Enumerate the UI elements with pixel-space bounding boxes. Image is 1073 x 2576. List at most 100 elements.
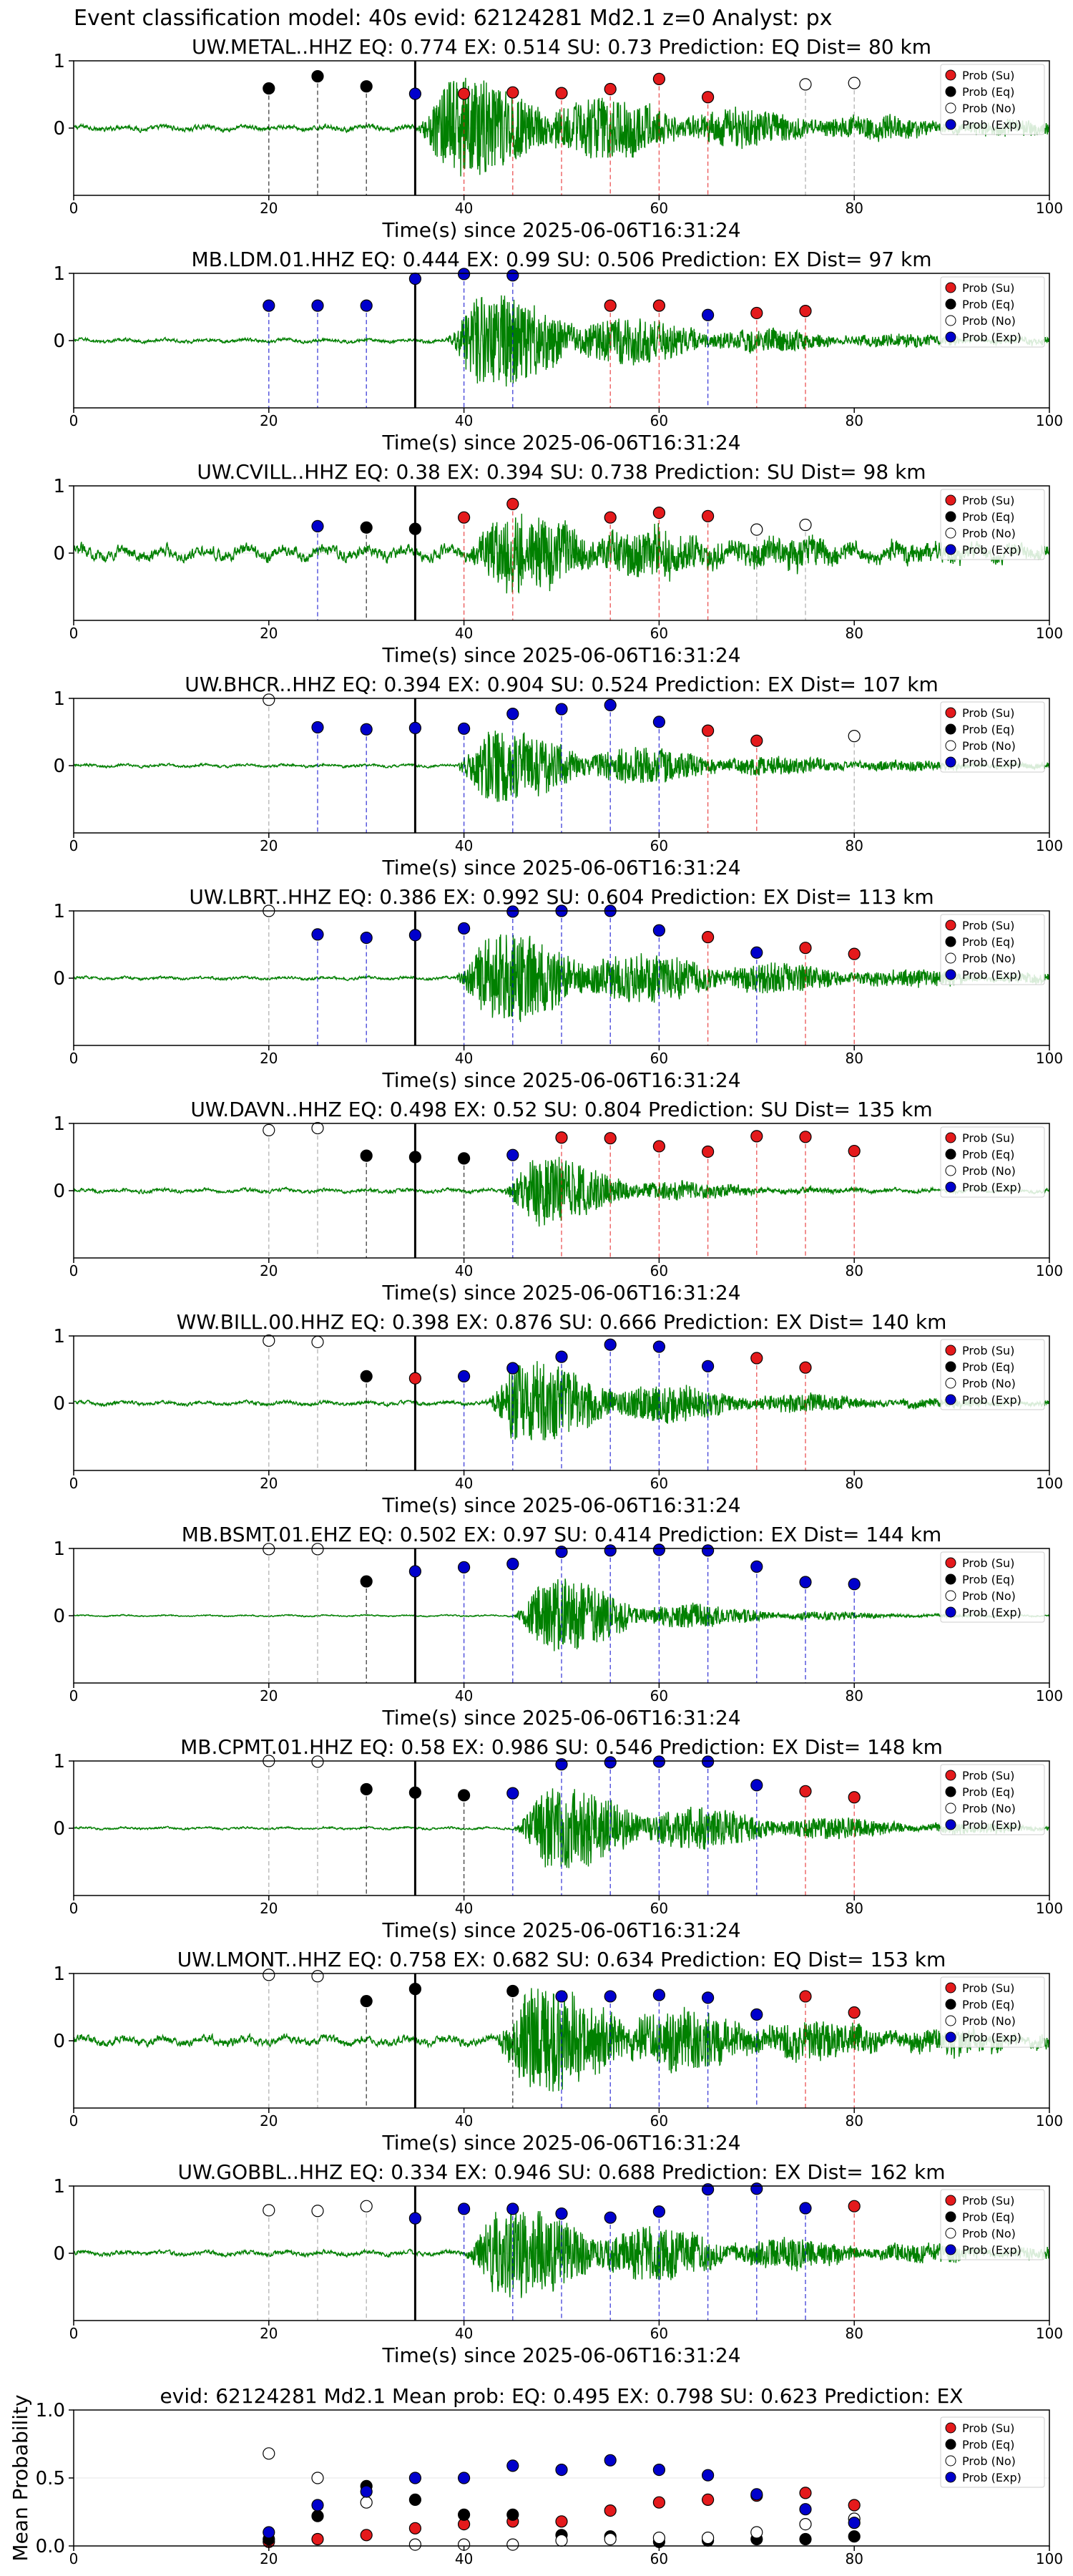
legend-label-exp: Prob (Exp) <box>962 1818 1021 1832</box>
prob-marker-su <box>457 87 471 100</box>
prob-marker-exp <box>701 308 715 321</box>
prob-marker-su <box>652 1140 666 1153</box>
prob-marker-exp <box>506 269 519 282</box>
legend-marker-exp <box>945 331 956 343</box>
legend-marker-no <box>945 2015 956 2026</box>
chart-panel-2: MB.LDM.01.HHZ EQ: 0.444 EX: 0.99 SU: 0.5… <box>53 248 1063 454</box>
y-tick-label: 0 <box>53 1818 65 1840</box>
legend-label-no: Prob (No) <box>962 1802 1016 1815</box>
prob-marker-no <box>263 2204 275 2217</box>
legend-marker-exp <box>945 2031 956 2043</box>
prob-marker-exp <box>506 905 519 918</box>
x-axis-label: Time(s) since 2025-06-06T16:31:24 <box>381 1281 740 1304</box>
y-tick-label: 0 <box>53 118 65 140</box>
legend-marker-no <box>945 527 956 539</box>
x-axis-label: Time(s) since 2025-06-06T16:31:24 <box>381 1706 740 1729</box>
legend-label-exp: Prob (Exp) <box>962 331 1021 344</box>
legend-label-su: Prob (Su) <box>962 1344 1014 1357</box>
prob-marker-exp <box>555 1350 568 1363</box>
prob-marker-exp <box>408 87 422 100</box>
prob-marker-exp <box>652 1543 666 1556</box>
prob-marker-exp <box>652 924 666 937</box>
legend-marker-no <box>945 102 956 114</box>
legend-label-su: Prob (Su) <box>962 706 1014 720</box>
legend-marker-eq <box>945 1786 956 1797</box>
x-tick-label: 60 <box>650 200 668 217</box>
x-tick-label: 20 <box>260 2550 278 2567</box>
legend-marker-su <box>945 494 956 506</box>
prob-marker-su <box>848 1791 861 1804</box>
x-tick-label: 100 <box>1036 625 1063 642</box>
x-tick-label: 20 <box>260 1900 278 1917</box>
prob-marker-su <box>652 72 666 85</box>
prob-marker-su <box>750 306 763 320</box>
x-tick-label: 80 <box>845 2550 863 2567</box>
legend-marker-no <box>945 2455 956 2467</box>
prob-marker-su <box>701 724 715 737</box>
x-axis-label: Time(s) since 2025-06-06T16:31:24 <box>381 1493 740 1517</box>
panel-title: WW.BILL.00.HHZ EQ: 0.398 EX: 0.876 SU: 0… <box>177 1310 947 1334</box>
prob-marker-exp <box>701 1755 715 1768</box>
panel-title: MB.BSMT.01.EHZ EQ: 0.502 EX: 0.97 SU: 0.… <box>182 1523 942 1546</box>
prob-marker-eq <box>408 1786 422 1799</box>
legend-label-eq: Prob (Eq) <box>962 2210 1014 2224</box>
mean-prob-marker-eq <box>799 2532 812 2546</box>
prob-marker-exp <box>750 946 763 959</box>
x-tick-label: 20 <box>260 1687 278 1704</box>
legend-label-su: Prob (Su) <box>962 1131 1014 1145</box>
panel-title: UW.LMONT..HHZ EQ: 0.758 EX: 0.682 SU: 0.… <box>177 1948 946 1971</box>
y-tick-label: 0 <box>53 756 65 777</box>
legend-label-exp: Prob (Exp) <box>962 756 1021 769</box>
prob-marker-su <box>799 1131 812 1143</box>
legend-marker-eq <box>945 1361 956 1372</box>
legend-marker-no <box>945 1802 956 1814</box>
figure-suptitle: Event classification model: 40s evid: 62… <box>74 6 833 31</box>
x-tick-label: 20 <box>260 2112 278 2129</box>
legend-label-exp: Prob (Exp) <box>962 2243 1021 2257</box>
x-tick-label: 20 <box>260 1262 278 1279</box>
legend-label-exp: Prob (Exp) <box>962 2031 1021 2044</box>
chart-panel-3: UW.CVILL..HHZ EQ: 0.38 EX: 0.394 SU: 0.7… <box>53 460 1063 667</box>
chart-panel-12: evid: 62124281 Md2.1 Mean prob: EQ: 0.49… <box>9 2384 1063 2567</box>
mean-prob-marker-exp <box>652 2464 666 2477</box>
y-tick-label: 1 <box>53 2176 65 2197</box>
x-tick-label: 0 <box>69 1900 79 1917</box>
y-tick-label: 0.5 <box>36 2468 65 2489</box>
legend-label-exp: Prob (Exp) <box>962 1606 1021 1619</box>
x-tick-label: 20 <box>260 1475 278 1492</box>
prob-marker-exp <box>506 1558 519 1571</box>
chart-panel-11: UW.GOBBL..HHZ EQ: 0.334 EX: 0.946 SU: 0.… <box>53 2160 1063 2367</box>
legend-label-su: Prob (Su) <box>962 1769 1014 1782</box>
mean-prob-marker-eq <box>848 2530 861 2543</box>
prob-marker-exp <box>652 2205 666 2218</box>
prob-marker-exp <box>360 931 373 945</box>
waveform-trace <box>73 1156 1050 1227</box>
mean-prob-marker-no <box>263 2447 275 2460</box>
prob-marker-su <box>701 91 715 104</box>
prob-marker-exp <box>555 2207 568 2220</box>
prob-marker-exp <box>457 2202 471 2215</box>
y-tick-label: 0 <box>53 543 65 565</box>
legend-marker-exp <box>945 1819 956 1830</box>
legend-label-su: Prob (Su) <box>962 494 1014 507</box>
x-tick-label: 60 <box>650 837 668 854</box>
mean-prob-marker-no <box>360 2496 373 2509</box>
panel-title: UW.BHCR..HHZ EQ: 0.394 EX: 0.904 SU: 0.5… <box>185 673 939 696</box>
prob-marker-eq <box>408 1151 422 1163</box>
mean-prob-marker-eq <box>408 2493 422 2506</box>
x-tick-label: 0 <box>69 1687 79 1704</box>
prob-marker-exp <box>408 721 422 734</box>
x-tick-label: 80 <box>845 1687 863 1704</box>
x-axis-label: Time(s) since 2025-06-06T16:31:24 <box>381 2131 740 2155</box>
waveform-trace <box>73 513 1050 595</box>
prob-marker-exp <box>457 268 471 280</box>
y-axis-label: Mean Probability <box>9 2394 32 2561</box>
mean-prob-marker-exp <box>263 2526 275 2539</box>
legend-label-su: Prob (Su) <box>962 2194 1014 2207</box>
legend-frame <box>940 2416 1045 2488</box>
prob-marker-eq <box>408 522 422 535</box>
legend-label-su: Prob (Su) <box>962 2421 1014 2435</box>
legend-frame <box>940 1339 1045 1410</box>
legend-frame <box>940 914 1045 985</box>
